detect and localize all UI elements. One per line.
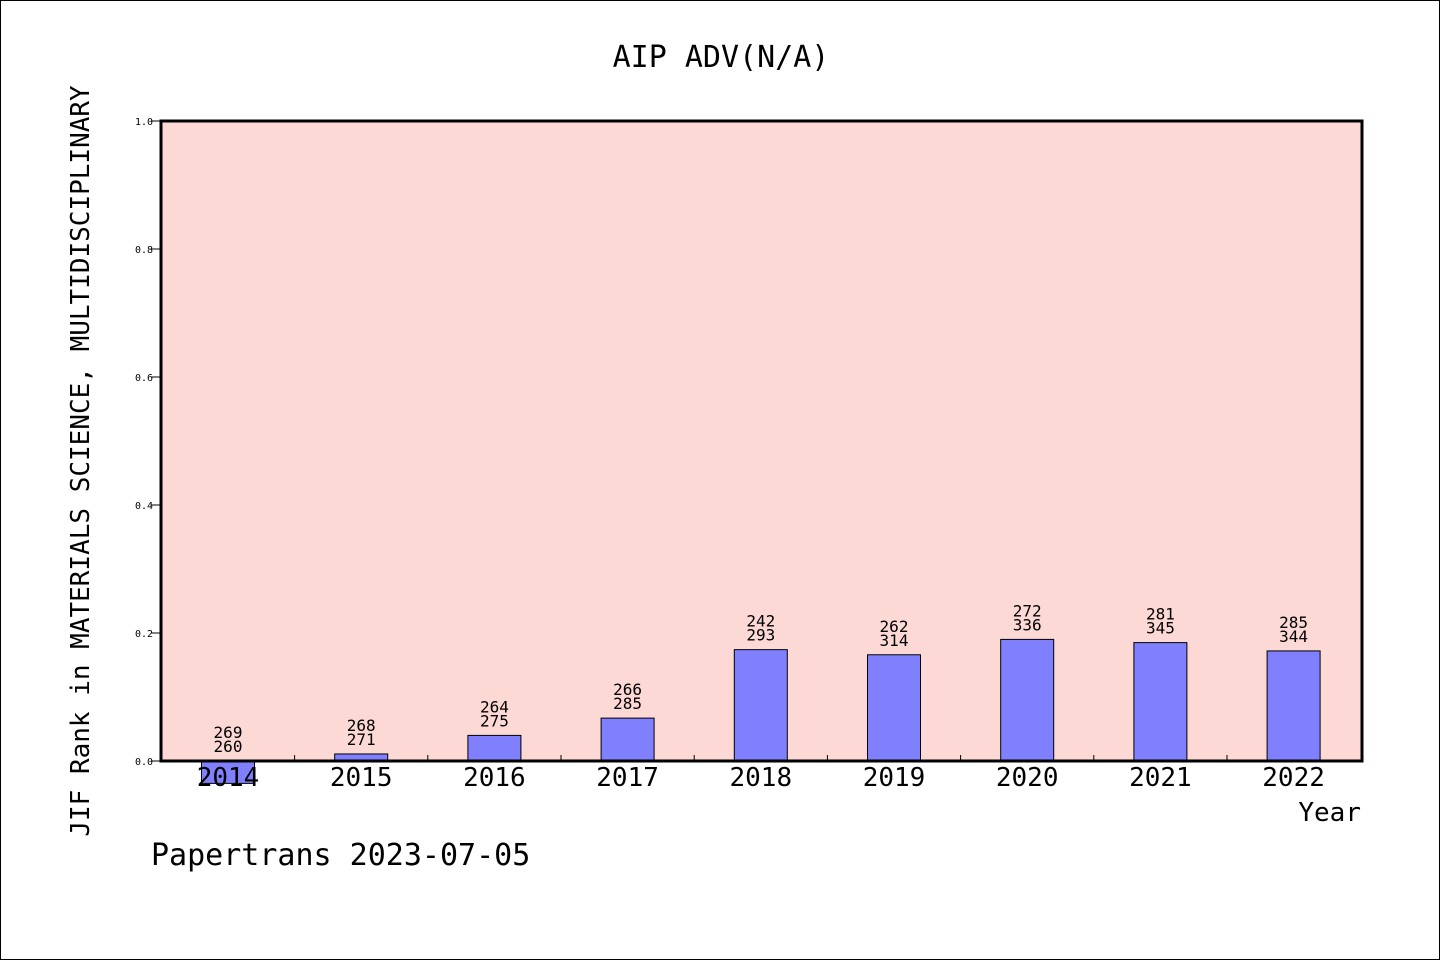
footer-text: Papertrans 2023-07-05 — [151, 838, 530, 873]
bar-rank-label: 242 — [746, 612, 775, 631]
x-tick-label: 2014 — [197, 763, 260, 793]
bar-total-label: 271 — [347, 730, 376, 749]
x-tick-label: 2019 — [863, 763, 926, 793]
y-axis-ticks: 0.0 0.2 0.4 0.6 0.8 1.0 — [135, 117, 161, 768]
y-tick-label: 0.4 — [135, 501, 153, 512]
bar-total-label: 275 — [480, 711, 509, 730]
y-tick-label: 1.0 — [135, 117, 153, 128]
bar-rank-label: 281 — [1146, 605, 1175, 624]
y-axis-label: JIF Rank in MATERIALS SCIENCE, MULTIDISC… — [66, 85, 96, 837]
bar-2019 — [867, 654, 921, 762]
x-tick-label: 2017 — [596, 763, 659, 793]
x-tick-label: 2021 — [1129, 763, 1192, 793]
bar-2020 — [1000, 638, 1055, 762]
bar-total-label: 293 — [746, 626, 775, 645]
bar-total-label: 314 — [880, 631, 909, 650]
y-tick-label: 0.6 — [135, 373, 153, 384]
plot-border — [159, 119, 1364, 763]
x-tick-label: 2020 — [996, 763, 1059, 793]
x-tick-label: 2022 — [1262, 763, 1325, 793]
x-tick-label: 2016 — [463, 763, 526, 793]
bar-2017 — [600, 717, 655, 762]
x-axis-ticks: 2014 2015 2016 2017 2018 2019 2020 2021 2022 — [197, 755, 1325, 793]
bar-total-label: 260 — [214, 737, 243, 756]
bar-rank-label: 266 — [613, 680, 642, 699]
x-tick-label: 2015 — [330, 763, 393, 793]
bar-rank-label: 269 — [214, 723, 243, 742]
bar-2016 — [467, 734, 522, 762]
x-tick-label: 2018 — [729, 763, 792, 793]
bar-rank-label: 272 — [1013, 601, 1042, 620]
y-tick-label: 0.2 — [135, 629, 153, 640]
bar-2018 — [733, 649, 788, 762]
bar-2021 — [1133, 642, 1188, 762]
bar-rank-label: 262 — [880, 617, 909, 636]
bar-rank-label: 285 — [1279, 613, 1308, 632]
bar-total-label: 345 — [1146, 619, 1175, 638]
bar-rank-label: 264 — [480, 697, 509, 716]
bar-total-label: 285 — [613, 694, 642, 713]
bar-total-label: 344 — [1279, 627, 1308, 646]
chart-title: AIP ADV(N/A) — [613, 40, 830, 75]
y-tick-label: 0.8 — [135, 245, 153, 256]
x-axis-label: Year — [1298, 798, 1361, 828]
bar-total-label: 336 — [1013, 615, 1042, 634]
bar-2022 — [1266, 650, 1321, 762]
y-tick-label: 0.0 — [135, 757, 153, 768]
bar-rank-label: 268 — [347, 716, 376, 735]
